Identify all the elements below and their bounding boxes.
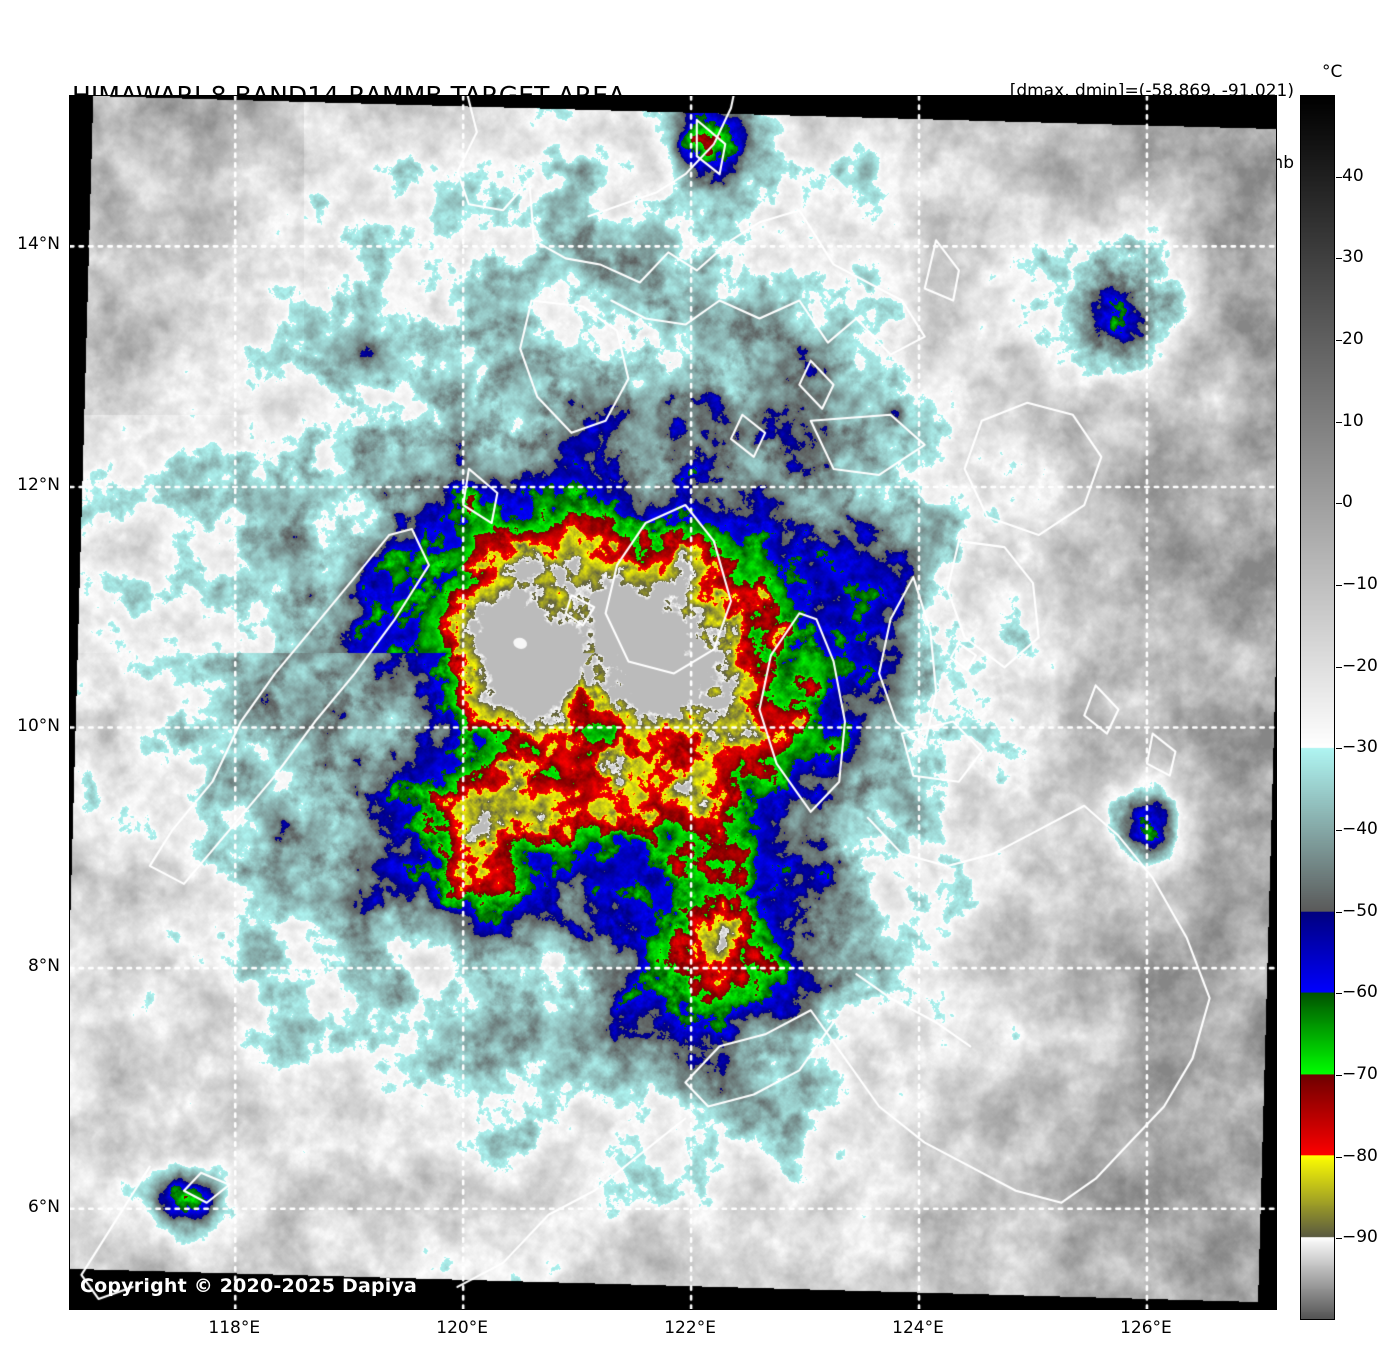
latitude-tick-label: 8°N [27,956,60,977]
colorbar-unit-label: °C [1322,62,1343,82]
colorbar-tick-label: −40 [1342,819,1378,839]
colorbar-tick-label: 0 [1342,492,1353,513]
colorbar-tick-label: −30 [1342,737,1378,758]
colorbar-tick-label: −20 [1342,655,1378,676]
colorbar-tick-mark [1336,340,1342,341]
colorbar-tick-label: 40 [1342,165,1364,186]
colorbar-tick-mark [1336,1238,1342,1240]
colorbar-tick-label: 30 [1342,247,1364,268]
colorbar-tick-mark [1336,585,1342,586]
longitude-tick-label: 118°E [208,1318,261,1338]
colorbar-tick-label: −60 [1342,982,1378,1003]
colorbar-tick-mark [1336,748,1342,750]
latitude-tick-label: 12°N [17,474,60,495]
latitude-tick-label: 6°N [27,1196,60,1217]
colorbar-tick-mark [1336,830,1342,831]
colorbar-tick-label: −70 [1342,1064,1378,1084]
satellite-map[interactable] [69,95,1277,1310]
colorbar-tick-label: −50 [1342,900,1378,921]
longitude-tick-label: 124°E [892,1318,944,1338]
colorbar-tick-label: 20 [1342,329,1364,349]
latitude-tick-label: 14°N [17,234,60,255]
colorbar-tick-mark [1336,421,1342,423]
colorbar-tick-mark [1336,666,1342,668]
longitude-tick-label: 122°E [664,1318,716,1338]
colorbar [1300,95,1335,1320]
colorbar-tick-mark [1336,1075,1342,1076]
satellite-imagery-canvas [70,96,1276,1309]
colorbar-tick-label: −80 [1342,1145,1378,1166]
latitude-tick-label: 10°N [17,715,60,736]
colorbar-tick-mark [1336,176,1342,178]
colorbar-tick-label: 10 [1342,410,1364,431]
colorbar-tick-mark [1336,993,1342,995]
copyright-label: Copyright © 2020-2025 Dapiya [80,1275,418,1297]
colorbar-tick-label: −90 [1342,1227,1378,1248]
colorbar-gradient [1300,95,1335,1320]
colorbar-tick-mark [1336,911,1342,913]
longitude-tick-label: 126°E [1120,1318,1172,1338]
colorbar-tick-mark [1336,1156,1342,1158]
colorbar-tick-label: −10 [1342,574,1378,594]
colorbar-tick-mark [1336,258,1342,260]
longitude-tick-label: 120°E [436,1318,489,1338]
colorbar-tick-mark [1336,503,1342,505]
